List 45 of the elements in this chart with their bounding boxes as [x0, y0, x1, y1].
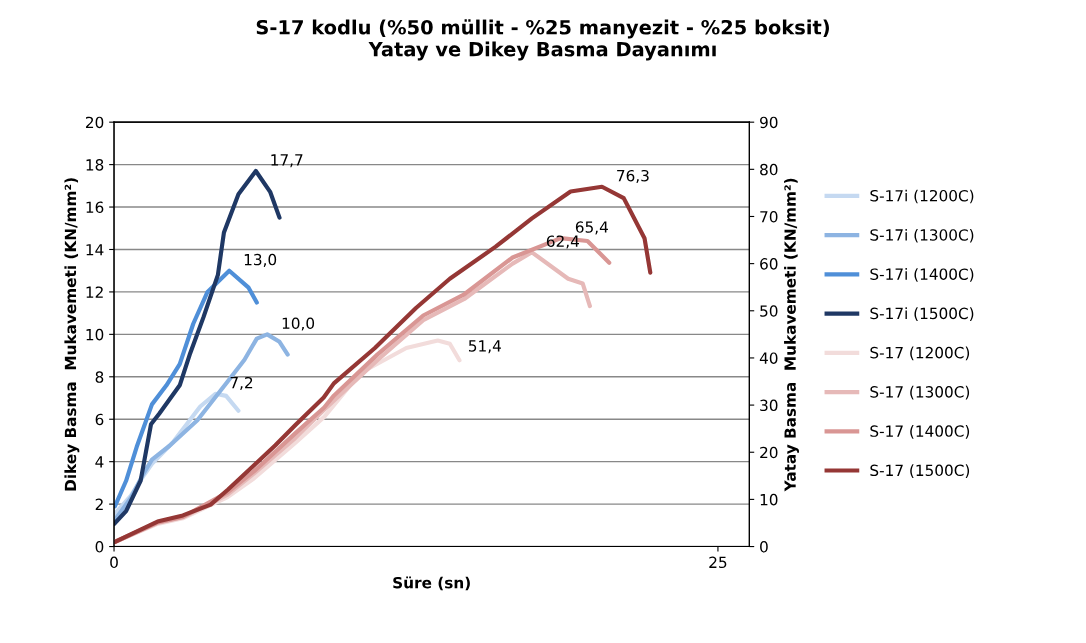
data-label: 17,7	[271, 154, 303, 168]
y2-tick-label: 30	[760, 399, 778, 412]
legend-label: S-17 (1300C)	[870, 385, 970, 400]
data-label: 76,3	[617, 169, 649, 183]
y2-tick-label: 70	[760, 210, 778, 223]
y2-tick-label: 80	[760, 163, 778, 176]
y-tick-label: 8	[95, 371, 104, 383]
data-label: 62,4	[546, 235, 579, 249]
legend-label: S-17i (1400C)	[870, 268, 974, 282]
chart-title: S-17 kodlu (%50 müllit - %25 manyezit - %25 boksit) Yatay ve Dikey Basma Dayanımı	[256, 19, 829, 61]
y2-tick-label: 90	[760, 116, 778, 129]
y-tick-label: 0	[95, 541, 104, 553]
legend-label: S-17i (1300C)	[870, 228, 974, 243]
y-tick-label: 12	[86, 286, 103, 298]
y2-tick-label: 10	[760, 493, 778, 506]
legend-label: S-17 (1200C)	[870, 346, 970, 361]
y2-tick-label: 40	[759, 352, 778, 364]
y2-tick-label: 20	[760, 446, 778, 459]
y-tick-label: 14	[86, 244, 104, 256]
x-tick-label: 25	[709, 556, 727, 569]
data-label: 65,4	[575, 221, 608, 235]
y-tick-label: 20	[85, 116, 104, 129]
annotation: 51,4	[468, 340, 501, 354]
legend-label: S-17i (1200C)	[870, 189, 974, 204]
y2-axis-title: Yatay Basma Mukavemeti (KN/mm²)	[784, 178, 799, 492]
y-tick-label: 10	[86, 328, 104, 341]
data-label: 13,0	[244, 253, 277, 267]
legend-label: S-17 (1400C)	[870, 425, 970, 439]
y-tick-label: 16	[86, 201, 104, 214]
y2-tick-label: 0	[760, 541, 768, 553]
line-series	[114, 168, 282, 527]
legend-label: S-17i (1500C)	[870, 307, 974, 321]
y-tick-label: 2	[95, 498, 103, 510]
y-axis-title: Dikey Basma Mukavemeti (KN/mm²)	[64, 178, 80, 491]
data-label: 7,2	[230, 376, 253, 390]
y-tick-label: 4	[95, 456, 104, 468]
y2-tick-label: 50	[760, 305, 778, 317]
legend-label: S-17 (1500C)	[870, 464, 970, 478]
y2-tick-label: 60	[760, 258, 778, 270]
x-axis-title: Süre (sn)	[393, 576, 470, 591]
line-series	[114, 184, 653, 545]
y-tick-label: 6	[95, 413, 104, 426]
data-label: 10,0	[282, 317, 315, 331]
line-series	[114, 268, 259, 509]
y-tick-label: 18	[86, 159, 104, 171]
